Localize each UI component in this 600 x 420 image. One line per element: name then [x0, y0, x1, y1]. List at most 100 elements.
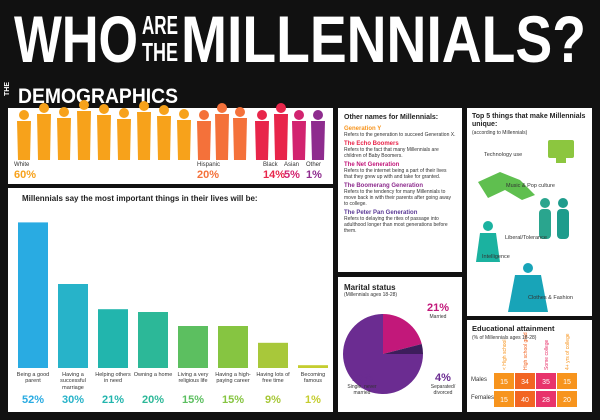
- person: [19, 110, 29, 120]
- person: [117, 119, 131, 160]
- value-label: 21%: [426, 302, 450, 314]
- description: Refers to delaying the rites of passage …: [344, 216, 448, 234]
- person: [294, 110, 304, 120]
- bar: [298, 365, 328, 368]
- monitor-icon: [548, 140, 574, 158]
- person-group: [311, 110, 325, 160]
- description: Refers to the tendency for many Millenni…: [344, 189, 451, 207]
- category-label: Helping others in need: [95, 372, 131, 385]
- item: Music & Pop culture: [506, 183, 555, 189]
- cell-value: 34: [521, 379, 529, 386]
- value-label: 75%: [350, 372, 374, 384]
- person: [274, 114, 288, 160]
- item: Intelligence: [482, 254, 510, 260]
- row-label: Females: [471, 395, 495, 401]
- cell-value: 15: [563, 379, 571, 386]
- panel: [338, 108, 462, 272]
- cell: [536, 373, 556, 389]
- value-label: 20%: [197, 169, 220, 181]
- value-label: 4%: [435, 372, 451, 384]
- cell-value: 28: [542, 397, 550, 404]
- figure-icon: [557, 209, 569, 239]
- bar: [58, 284, 88, 368]
- chart-title: Marital status: [344, 283, 396, 292]
- name: The Boomerang Generation: [344, 183, 424, 189]
- bar: [258, 342, 288, 368]
- title-small: THE: [142, 37, 178, 67]
- category-label: Being a good parent: [16, 372, 50, 385]
- category-label: Hispanic: [197, 162, 221, 168]
- person: [276, 103, 286, 113]
- item: Clothes & Fashion: [528, 295, 573, 301]
- cell-value: 15: [500, 397, 508, 404]
- panel-title: Other names for Millennials:: [344, 114, 439, 121]
- person: [199, 110, 209, 120]
- name: The Net Generation: [344, 162, 400, 168]
- person: [311, 121, 325, 160]
- value-label: 15%: [221, 394, 245, 406]
- value-label: 60%: [14, 169, 37, 181]
- value-label: 30%: [61, 394, 85, 406]
- person: [197, 121, 211, 160]
- item: Liberal/Tolerance: [505, 235, 547, 241]
- name: The Peter Pan Generation: [344, 210, 418, 216]
- value-label: 9%: [265, 394, 281, 406]
- bar: [218, 326, 248, 368]
- bar: [18, 222, 48, 368]
- category-label: Owning a home: [133, 372, 173, 378]
- person-group: [292, 110, 306, 160]
- person: [177, 120, 191, 160]
- column-header: < High school: [502, 340, 508, 370]
- pie-slice: [343, 314, 423, 394]
- figure-icon: [483, 221, 493, 231]
- person: [37, 114, 51, 160]
- cell: [557, 391, 577, 407]
- chart-title: Educational attainment: [472, 324, 555, 333]
- category-label: Having a successful marriage: [60, 372, 86, 391]
- section-small: THE: [4, 82, 11, 96]
- chart-subtitle: (Millennials ages 18-28): [344, 292, 398, 298]
- cell-value: 15: [500, 379, 508, 386]
- value-label: 15%: [181, 394, 205, 406]
- category-label: Having a high-paying career: [215, 372, 251, 385]
- bar: [98, 309, 128, 368]
- person: [215, 114, 229, 160]
- figure-icon: [478, 172, 535, 200]
- person: [59, 107, 69, 117]
- name: The Echo Boomers: [344, 141, 399, 147]
- column-header: 4+ yrs of college: [565, 333, 571, 370]
- person: [255, 121, 269, 160]
- person-group: [197, 103, 247, 160]
- person: [217, 103, 227, 113]
- category-label: White: [14, 162, 30, 168]
- cell: [515, 373, 535, 389]
- category-label: Asian: [284, 162, 300, 168]
- description: Refers to the internet being a part of t…: [344, 168, 447, 180]
- cell: [515, 391, 535, 407]
- figure-icon: [540, 198, 550, 208]
- person: [235, 107, 245, 117]
- figure-icon: [558, 198, 568, 208]
- figure-icon: [476, 233, 500, 262]
- value-label: 5%: [284, 169, 300, 181]
- monitor-icon: [556, 158, 566, 163]
- name: Generation Y: [344, 126, 382, 132]
- chart-title: Millennials say the most important thing…: [22, 194, 258, 203]
- person: [17, 121, 31, 160]
- person: [39, 103, 49, 113]
- figure-icon: [523, 263, 533, 273]
- cell-value: 40: [521, 397, 529, 404]
- column-header: High school grad: [523, 332, 529, 370]
- person: [77, 111, 91, 160]
- figure-icon: [508, 275, 548, 312]
- description: Refers to the fact that many Millennials…: [344, 147, 439, 159]
- category-label: Married: [429, 314, 447, 320]
- person: [157, 116, 171, 160]
- category-label: Black: [263, 162, 278, 168]
- person: [233, 118, 247, 160]
- category-label: Living a very religious life: [177, 372, 209, 385]
- person: [137, 112, 151, 160]
- section-title: DEMOGRAPHICS: [18, 85, 178, 108]
